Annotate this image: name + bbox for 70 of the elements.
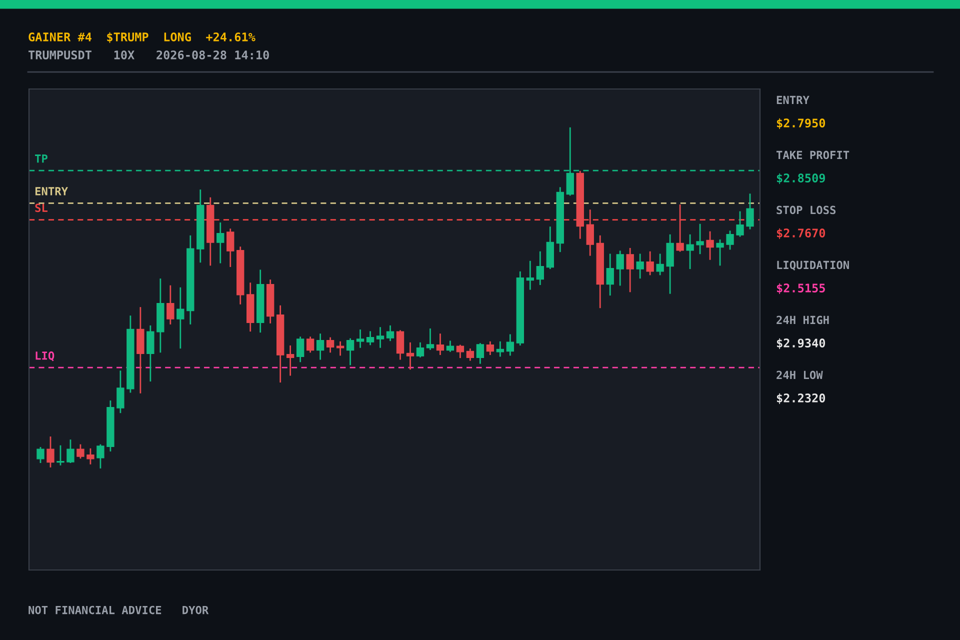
candlestick [426, 328, 434, 350]
ref-line-label: SL [35, 204, 48, 212]
chart-title: GAINER #4 $TRUMP LONG +24.61% [28, 32, 256, 43]
candlestick [326, 337, 334, 353]
candlestick [506, 334, 514, 356]
candlestick [346, 338, 354, 366]
candlestick [446, 340, 454, 352]
candlestick [36, 447, 44, 464]
candlestick [306, 336, 314, 353]
candlestick [626, 248, 634, 292]
candlestick [76, 444, 84, 459]
ref-line-label: ENTRY [35, 187, 68, 196]
candlestick [726, 230, 734, 250]
candlestick [456, 344, 464, 358]
candlestick [686, 234, 694, 270]
candlestick [56, 445, 64, 466]
candlestick [476, 343, 484, 364]
candlestick [526, 260, 534, 290]
candlestick [176, 287, 184, 349]
candlestick [66, 440, 74, 464]
ref-line-label: LIQ [36, 351, 54, 362]
category-label: 24H HIGH [776, 316, 829, 324]
text: NOT FINANCIAL ADVICE DYOR [28, 606, 209, 614]
candlestick [116, 370, 124, 414]
candlestick [646, 251, 654, 276]
category-label: LIQUIDATION [777, 260, 849, 271]
candlestick [716, 239, 724, 266]
ref-line-label: TP [35, 154, 48, 163]
category-label: TAKE PROFIT [776, 150, 850, 160]
candlestick [706, 231, 714, 260]
candlestick [656, 254, 664, 276]
candlestick [406, 342, 414, 370]
category-label: ENTRY [776, 96, 810, 104]
candlestick [286, 345, 294, 376]
candlestick [746, 194, 754, 230]
text: $2.7950 [776, 118, 826, 130]
candlestick [166, 285, 174, 324]
candlestick [366, 331, 374, 346]
category-label: STOP LOSS [776, 206, 836, 214]
candlestick [356, 329, 364, 348]
candlestick [296, 336, 304, 362]
candlestick [736, 211, 744, 237]
candlestick [216, 222, 224, 264]
text: $2.8509 [776, 173, 825, 184]
candlestick [46, 436, 54, 468]
candlestick [616, 250, 624, 286]
candlestick [416, 342, 424, 358]
candlestick [466, 348, 474, 361]
candlestick [86, 448, 94, 464]
candlestick [96, 444, 104, 468]
text: $2.9340 [776, 338, 826, 350]
text: $2.2320 [776, 393, 826, 404]
candlestick [696, 224, 704, 254]
candlestick [386, 325, 394, 342]
text: $2.5155 [776, 283, 825, 294]
category-label: 24H LOW [776, 370, 823, 380]
candlestick [376, 327, 384, 348]
candlestick [536, 251, 544, 286]
candlestick [666, 234, 674, 294]
candlestick [316, 334, 324, 360]
candlestick [226, 228, 234, 268]
chart-subtitle: TRUMPUSDT 10X 2026-08-28 14:10 [28, 50, 269, 60]
candlestick [146, 325, 154, 382]
candlestick [636, 254, 644, 279]
candlestick [486, 341, 494, 355]
candlestick [396, 330, 404, 360]
candlestick [496, 341, 504, 357]
text: $2.7670 [776, 228, 826, 240]
candlestick [606, 254, 614, 296]
candlestick [436, 334, 444, 355]
